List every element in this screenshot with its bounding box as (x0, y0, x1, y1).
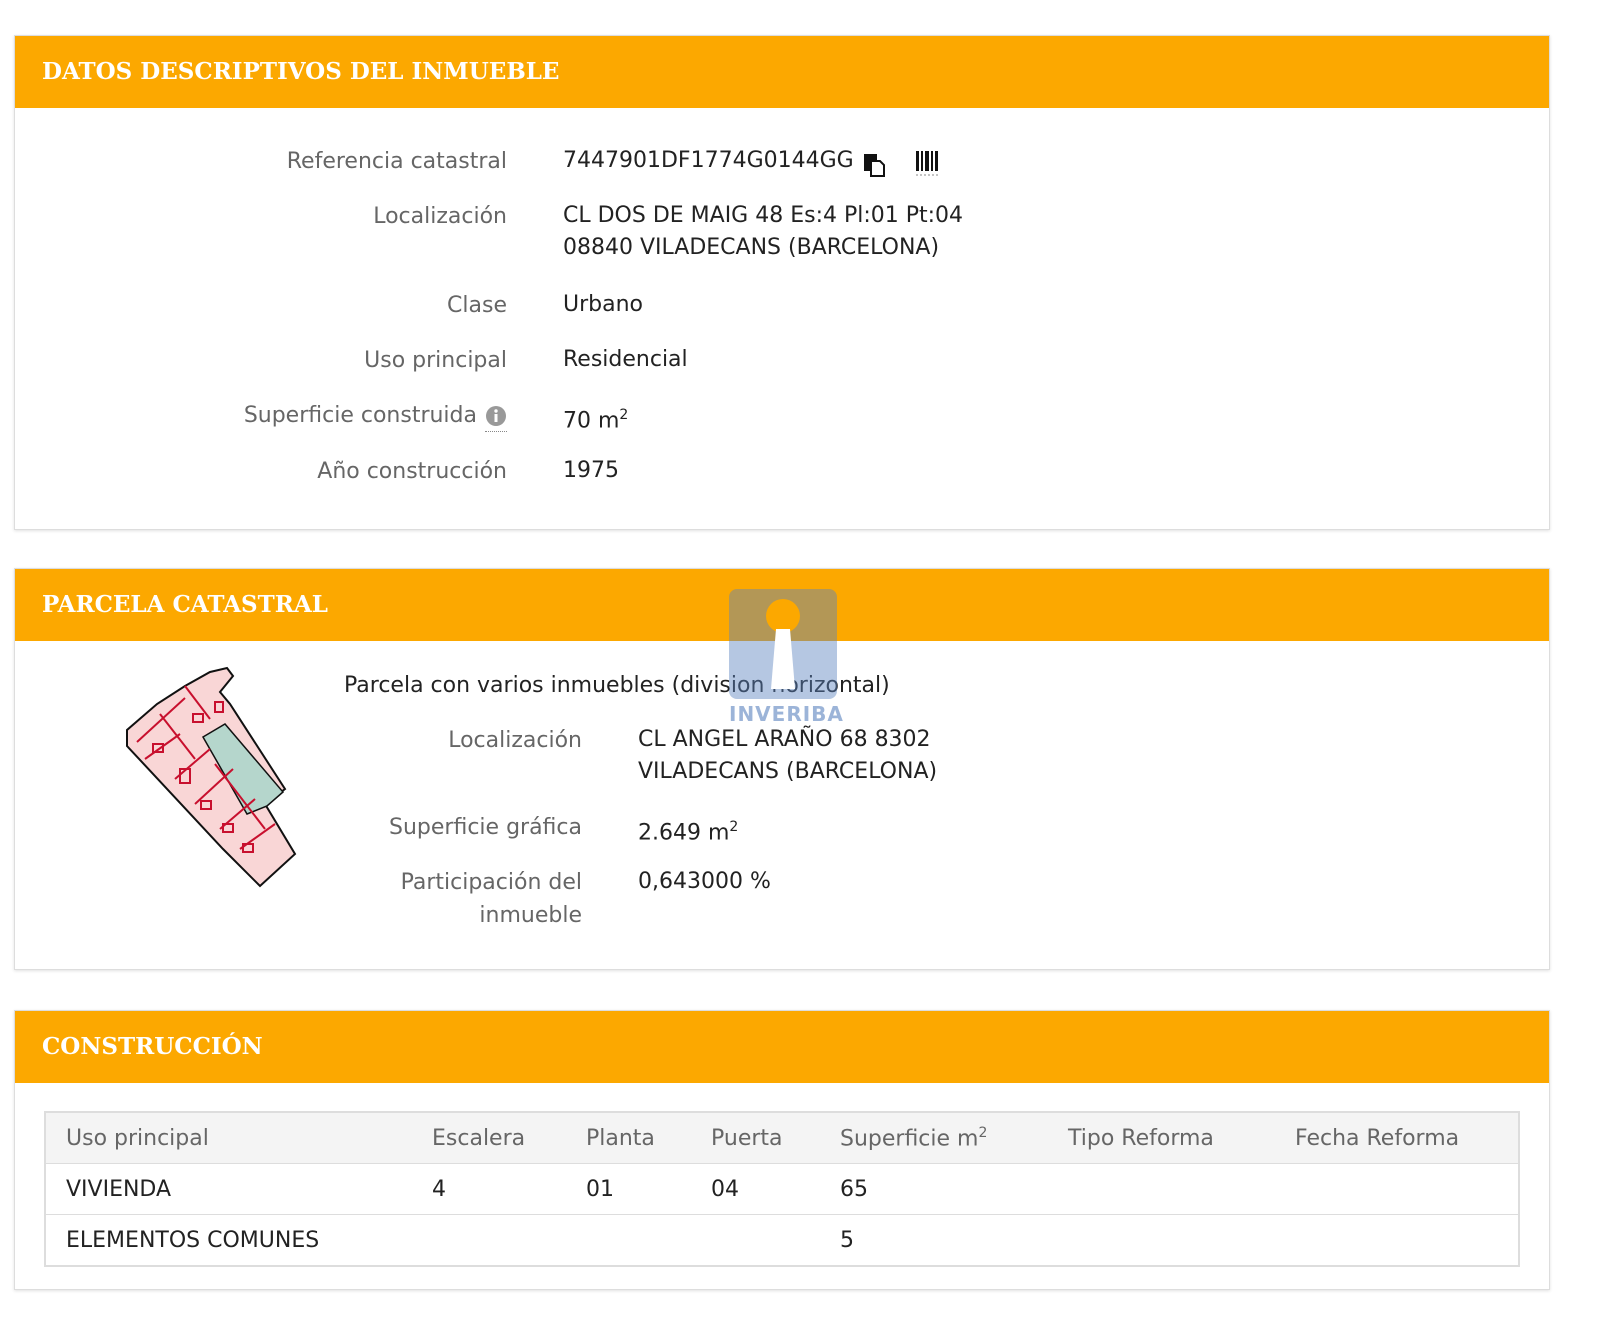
cell: 5 (820, 1214, 1048, 1267)
col-superficie: Superficie m2 (820, 1112, 1048, 1164)
loc-line1: CL DOS DE MAIG 48 Es:4 Pl:01 Pt:04 (563, 203, 964, 228)
col-puerta: Puerta (691, 1112, 820, 1164)
construccion-panel: CONSTRUCCIÓN Uso principal Escalera Plan… (14, 1010, 1550, 1290)
construccion-table: Uso principal Escalera Planta Puerta Sup… (44, 1111, 1520, 1267)
cell: 01 (566, 1163, 691, 1215)
parcel-loc-line1: CL ANGEL ARAÑO 68 8302 (638, 727, 931, 752)
parcel-loc-label: Localización (448, 728, 582, 753)
barcode-icon[interactable] (915, 151, 941, 177)
uso-value: Residencial (563, 347, 688, 372)
watermark-text: INVERIBA (729, 702, 844, 726)
copy-icon[interactable] (863, 153, 885, 177)
clase-label: Clase (447, 293, 507, 318)
sup-value: 70 m2 (563, 407, 629, 434)
cell: ELEMENTOS COMUNES (45, 1214, 412, 1267)
uso-label: Uso principal (364, 348, 507, 373)
watermark-logo (729, 589, 837, 699)
panel-header: CONSTRUCCIÓN (15, 1011, 1549, 1083)
cell: 65 (820, 1163, 1048, 1215)
cell (1048, 1214, 1275, 1267)
ref-label: Referencia catastral (286, 149, 507, 174)
cell (412, 1214, 566, 1267)
ref-value: 7447901DF1774G0144GG (563, 148, 854, 173)
sup-label: Superficie construida (243, 403, 477, 428)
cell (1275, 1214, 1519, 1267)
parcel-subtitle: Parcela con varios inmuebles (division h… (344, 673, 890, 698)
datos-descriptivos-panel: DATOS DESCRIPTIVOS DEL INMUEBLE Referenc… (14, 35, 1550, 530)
cell (1048, 1163, 1275, 1215)
loc-label: Localización (373, 204, 507, 229)
anio-value: 1975 (563, 458, 619, 483)
cell: VIVIENDA (45, 1163, 412, 1215)
part-label-1: Participación del (400, 870, 582, 895)
part-label-2: inmueble (479, 903, 582, 928)
table-row: VIVIENDA 4 01 04 65 (45, 1163, 1519, 1215)
table-row: ELEMENTOS COMUNES 5 (45, 1214, 1519, 1267)
info-icon[interactable] (485, 405, 507, 432)
col-uso: Uso principal (45, 1112, 412, 1164)
cell: 4 (412, 1163, 566, 1215)
cell: 04 (691, 1163, 820, 1215)
part-value: 0,643000 % (638, 869, 771, 894)
cell (691, 1214, 820, 1267)
cell (566, 1214, 691, 1267)
col-fecha-reforma: Fecha Reforma (1275, 1112, 1519, 1164)
parcel-sup-value: 2.649 m2 (638, 819, 739, 846)
loc-line2: 08840 VILADECANS (BARCELONA) (563, 235, 940, 260)
cell (1275, 1163, 1519, 1215)
col-tipo-reforma: Tipo Reforma (1048, 1112, 1275, 1164)
parcel-loc-line2: VILADECANS (BARCELONA) (638, 759, 938, 784)
parcel-map[interactable] (115, 664, 315, 894)
col-planta: Planta (566, 1112, 691, 1164)
panel-header: DATOS DESCRIPTIVOS DEL INMUEBLE (15, 36, 1549, 108)
clase-value: Urbano (563, 292, 643, 317)
anio-label: Año construcción (317, 459, 507, 484)
table-header-row: Uso principal Escalera Planta Puerta Sup… (45, 1112, 1519, 1164)
parcel-sup-label: Superficie gráfica (389, 815, 582, 840)
col-escalera: Escalera (412, 1112, 566, 1164)
